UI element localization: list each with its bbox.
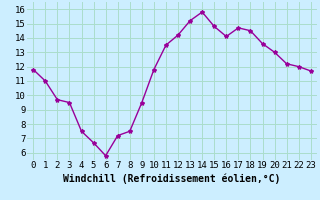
- X-axis label: Windchill (Refroidissement éolien,°C): Windchill (Refroidissement éolien,°C): [63, 173, 281, 184]
